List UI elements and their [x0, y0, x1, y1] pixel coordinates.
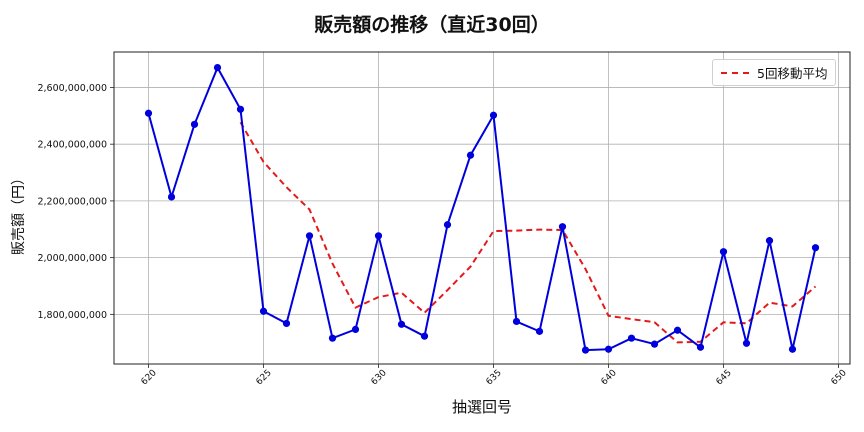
data-point-marker	[282, 319, 291, 328]
data-point-marker	[489, 111, 498, 119]
data-point-marker	[374, 232, 383, 240]
x-tick-label: 645	[715, 368, 734, 387]
x-tick-label: 625	[255, 368, 274, 387]
data-point-marker	[811, 244, 820, 252]
y-tick-label: 2,200,000,000	[37, 196, 107, 207]
y-tick-label: 2,600,000,000	[37, 83, 107, 94]
data-point-marker	[466, 151, 475, 159]
x-tick-label: 650	[830, 368, 849, 387]
data-point-marker	[213, 64, 222, 72]
y-tick-label: 2,000,000,000	[37, 253, 107, 264]
data-point-marker	[627, 334, 636, 342]
y-tick-label: 2,400,000,000	[37, 140, 107, 151]
plot-frame	[113, 51, 851, 365]
data-point-marker	[558, 223, 567, 231]
data-point-marker	[167, 193, 176, 201]
x-tick-label: 620	[140, 368, 159, 387]
data-point-marker	[420, 332, 429, 340]
data-point-marker	[259, 307, 268, 315]
data-point-marker	[351, 325, 360, 333]
data-point-marker	[788, 345, 797, 353]
data-point-marker	[443, 221, 452, 229]
data-point-marker	[305, 232, 314, 240]
data-point-marker	[696, 343, 705, 351]
data-point-marker	[765, 237, 774, 245]
data-point-marker	[535, 327, 544, 335]
legend-label-moving-average: 5回移動平均	[757, 66, 828, 81]
x-tick-label: 640	[600, 368, 619, 387]
data-point-marker	[719, 248, 728, 256]
data-point-marker	[328, 334, 337, 342]
data-point-marker	[581, 346, 590, 354]
legend: 5回移動平均	[712, 59, 837, 86]
data-point-marker	[190, 120, 199, 128]
data-point-marker	[742, 339, 751, 347]
y-tick-label: 1,800,000,000	[37, 310, 107, 321]
sales-line	[144, 64, 820, 354]
data-point-marker	[673, 326, 682, 334]
legend-dashed-line-icon	[721, 71, 749, 74]
data-point-marker	[650, 340, 659, 348]
moving-average-line	[239, 121, 817, 344]
y-axis-ticks: 1,800,000,000 2,000,000,000 2,200,000,000 2…	[37, 83, 114, 321]
data-point-marker	[236, 105, 245, 113]
x-axis-label: 抽選回号	[451, 398, 512, 416]
data-point-marker	[604, 345, 613, 353]
x-tick-label: 635	[485, 368, 504, 387]
x-tick-label: 630	[370, 368, 389, 387]
x-axis-ticks: 620 625 630 635 640 645 650	[140, 364, 849, 387]
data-point-marker	[512, 317, 521, 326]
data-point-marker	[144, 109, 153, 117]
chart-title: 販売額の推移（直近30回）	[314, 14, 550, 36]
data-point-marker	[397, 320, 406, 328]
